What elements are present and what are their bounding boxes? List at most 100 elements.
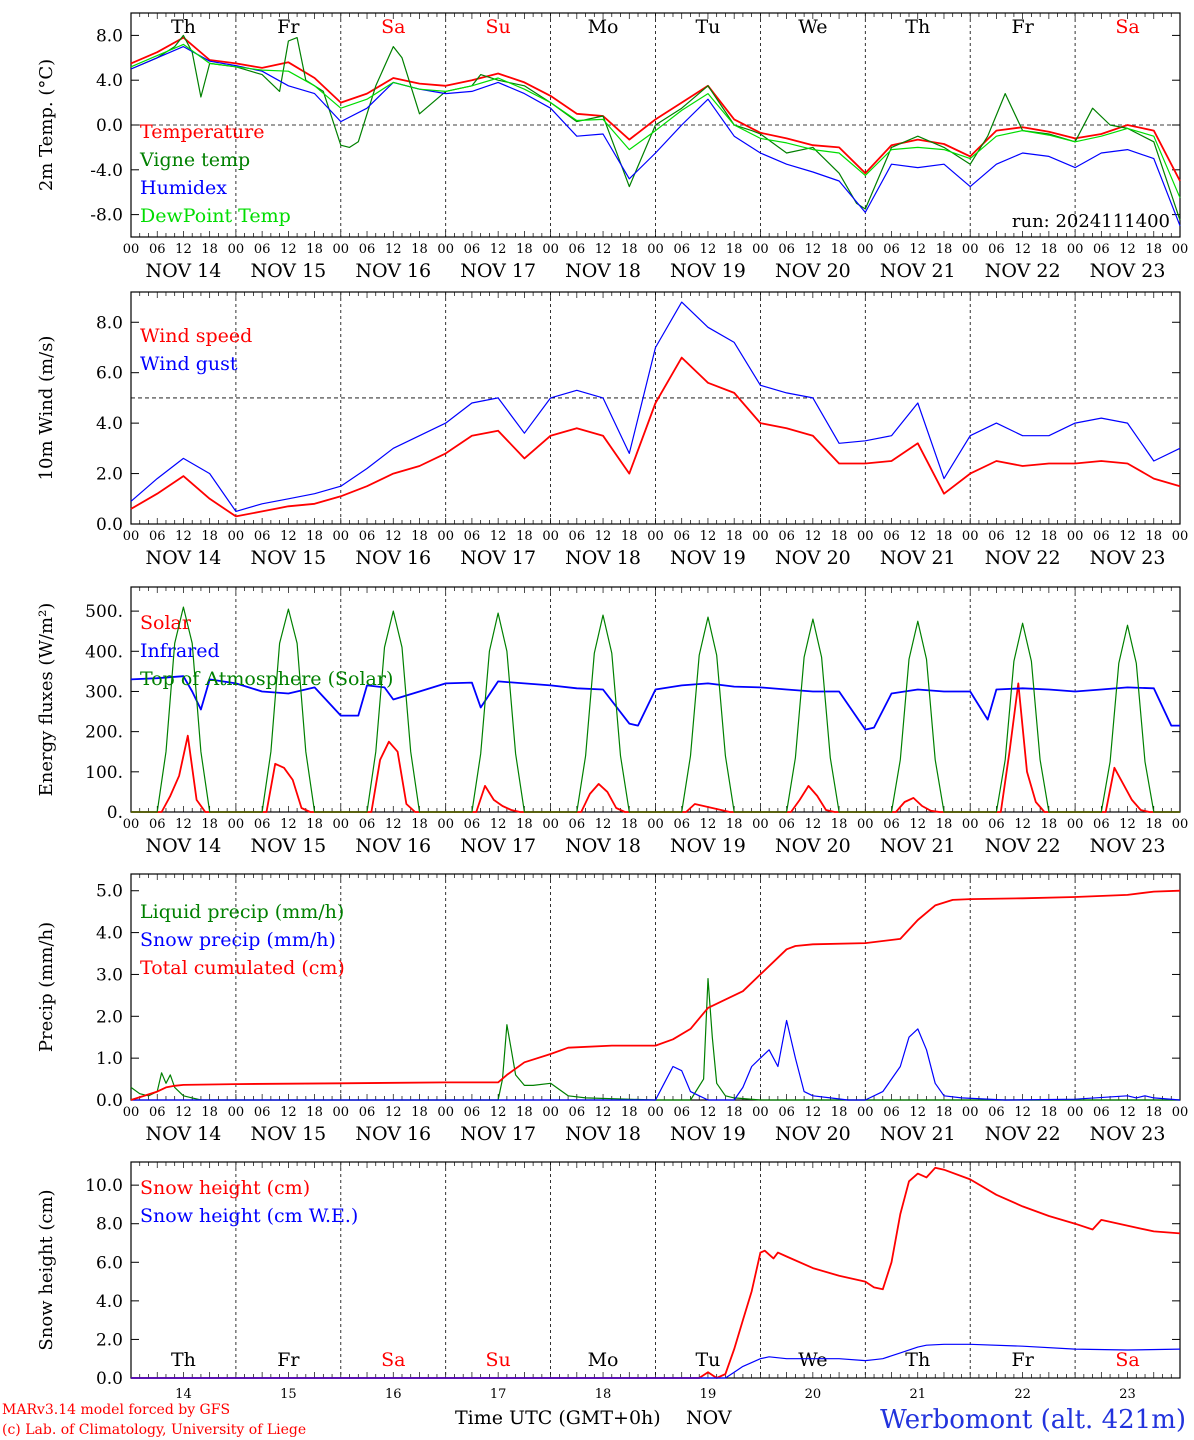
x-hour-label: 06 [569,242,586,257]
legend-entry: Top of Atmosphere (Solar) [140,668,393,690]
x-hour-label: 18 [1041,242,1058,257]
series-line [130,889,1181,1101]
x-date-label: NOV 16 [355,260,431,282]
x-hour-label: 12 [909,817,926,832]
x-hour-label: 00 [962,242,979,257]
legend-entry: Temperature [140,121,264,143]
chart-panel-4: 0.0 1.0 2.0 3.0 4.0 5.0 Precip (mm/h) 00 06 12 18 N… [36,873,1188,1145]
x-hour-label: 18 [831,817,848,832]
y-tick-label: 4.0 [96,924,123,944]
x-hour-label: 12 [700,817,717,832]
x-hour-label: 00 [857,242,874,257]
x-day-number: 16 [385,1387,402,1402]
day-of-week-label: Fr [277,16,300,38]
x-hour-label: 00 [647,529,664,544]
x-hour-label: 12 [595,529,612,544]
x-hour-label: 00 [647,817,664,832]
x-hour-label: 18 [831,529,848,544]
model-credit: MARv3.14 model forced by GFS [2,1402,230,1418]
y-tick-label: 400. [85,642,123,662]
day-of-week-label: Mo [588,16,619,38]
x-hour-label: 06 [359,242,376,257]
x-date-label: NOV 14 [146,547,222,569]
x-hour-label: 06 [149,242,166,257]
x-hour-label: 06 [778,529,795,544]
x-hour-label: 18 [1041,817,1058,832]
x-hour-label: 18 [411,817,428,832]
day-of-week-label: Fr [1012,16,1035,38]
y-axis-label: Precip (mm/h) [36,922,57,1052]
month-label: NOV [686,1407,732,1429]
x-hour-label: 06 [254,529,271,544]
x-hour-label: 12 [805,1105,822,1120]
x-hour-label: 00 [1067,242,1084,257]
legend-entry: Infrared [140,640,220,662]
x-day-number: 15 [280,1387,297,1402]
x-hour-label: 18 [516,817,533,832]
x-hour-label: 12 [1014,242,1031,257]
day-of-week-label: Tu [695,1349,720,1371]
y-tick-label: 100. [85,763,123,783]
run-label: run: 2024111400 [1012,211,1170,232]
series-line [130,43,1181,199]
x-date-label: NOV 16 [355,835,431,857]
x-hour-label: 12 [385,242,402,257]
x-hour-label: 12 [490,529,507,544]
x-hour-label: 12 [280,242,297,257]
y-tick-label: -8.0 [90,206,123,226]
x-hour-label: 18 [621,242,638,257]
x-date-label: NOV 15 [250,547,326,569]
x-date-label: NOV 21 [880,1123,956,1145]
x-hour-label: 18 [306,529,323,544]
x-hour-label: 12 [700,242,717,257]
y-tick-label: 2.0 [96,1330,123,1350]
y-tick-label: 1.0 [96,1049,123,1069]
x-hour-label: 18 [726,242,743,257]
x-date-label: NOV 16 [355,547,431,569]
x-date-label: NOV 20 [775,260,851,282]
y-tick-label: 300. [85,682,123,702]
x-hour-label: 18 [831,1105,848,1120]
x-date-label: NOV 23 [1090,260,1166,282]
day-of-week-label: Sa [381,16,405,38]
x-hour-label: 06 [359,1105,376,1120]
x-hour-label: 06 [883,242,900,257]
series-line [131,606,1180,813]
x-hour-label: 06 [254,1105,271,1120]
x-hour-label: 00 [1172,529,1189,544]
x-hour-label: 06 [1093,817,1110,832]
x-hour-label: 12 [700,1105,717,1120]
x-hour-label: 12 [1119,529,1136,544]
x-day-number: 14 [175,1387,192,1402]
x-hour-label: 12 [595,817,612,832]
y-tick-label: 200. [85,723,123,743]
y-tick-label: 0. [107,803,123,823]
x-hour-label: 00 [962,817,979,832]
x-hour-label: 12 [909,242,926,257]
legend-entry: Wind gust [140,353,238,375]
x-hour-label: 18 [411,529,428,544]
day-of-week-label: Th [905,16,930,38]
x-hour-label: 00 [647,242,664,257]
plot-frame [130,586,1181,813]
x-hour-label: 00 [962,1105,979,1120]
x-date-label: NOV 18 [565,260,641,282]
x-hour-label: 00 [437,242,454,257]
x-hour-label: 18 [201,1105,218,1120]
x-hour-label: 12 [1014,529,1031,544]
x-hour-label: 18 [1146,1105,1163,1120]
x-hour-label: 06 [149,529,166,544]
y-tick-label: 4.0 [96,71,123,91]
x-hour-label: 00 [228,1105,245,1120]
x-hour-label: 06 [883,1105,900,1120]
x-hour-label: 06 [988,242,1005,257]
x-hour-label: 12 [700,529,717,544]
x-hour-label: 18 [516,242,533,257]
x-hour-label: 00 [752,817,769,832]
x-hour-label: 18 [1146,817,1163,832]
x-hour-label: 00 [1067,1105,1084,1120]
x-date-label: NOV 19 [670,260,746,282]
y-axis-label: Snow height (cm) [36,1189,57,1350]
x-hour-label: 18 [1041,529,1058,544]
series-line [131,1166,1181,1379]
